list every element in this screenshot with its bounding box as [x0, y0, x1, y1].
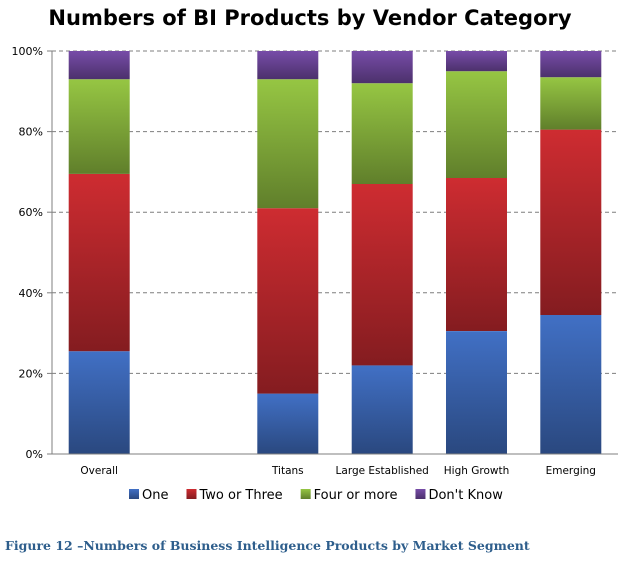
legend-item: Four or more — [300, 488, 398, 503]
chart-title: Numbers of BI Products by Vendor Categor… — [48, 6, 572, 30]
legend-label: Don't Know — [428, 488, 503, 503]
bar-segment-four-or-more — [257, 79, 319, 209]
x-category-label: Emerging — [546, 465, 596, 477]
y-tick-label: 100% — [12, 45, 43, 58]
bar-segment-four-or-more — [351, 83, 413, 184]
legend-item: Two or Three — [186, 488, 283, 503]
bar-segment-don-t-know — [351, 51, 413, 84]
legend-label: One — [142, 488, 168, 503]
bar-segment-don-t-know — [540, 51, 602, 78]
bar-segment-don-t-know — [68, 51, 130, 80]
figure-caption: Figure 12 –Numbers of Business Intellige… — [5, 538, 530, 553]
stacked-bar-chart: 0% 20% 40% 60% 80% 100% Overall Titans Large Est… — [12, 45, 618, 503]
axis-layer: 0% 20% 40% 60% 80% 100% Overall Titans Large Est… — [12, 45, 618, 477]
y-tick-label: 20% — [19, 367, 43, 380]
bar-segment-don-t-know — [257, 51, 319, 80]
bar-segment-four-or-more — [540, 77, 602, 130]
bar-segment-two-or-three — [351, 184, 413, 366]
bar-layer — [68, 51, 602, 454]
bar-segment-one — [257, 393, 319, 454]
bar-segment-don-t-know — [446, 51, 507, 72]
bar-segment-four-or-more — [446, 71, 507, 178]
bar-segment-four-or-more — [68, 79, 130, 174]
legend-swatch — [129, 489, 139, 499]
bar-segment-two-or-three — [540, 129, 602, 315]
bar-segment-two-or-three — [68, 173, 130, 352]
bar-segment-two-or-three — [446, 177, 507, 331]
grid-layer — [52, 50, 618, 374]
legend-swatch — [300, 489, 311, 499]
bar-segment-two-or-three — [257, 208, 319, 394]
legend-item: One — [129, 488, 168, 503]
legend-swatch — [415, 489, 426, 499]
legend-label: Four or more — [314, 488, 398, 503]
y-tick-label: 40% — [19, 287, 43, 300]
y-tick-label: 0% — [26, 448, 43, 461]
x-category-label: High Growth — [444, 465, 509, 477]
y-tick-label: 60% — [19, 206, 43, 219]
x-category-label: Large Established — [336, 465, 429, 477]
legend: One Two or Three Four or more Don't Know — [129, 488, 503, 503]
x-category-label: Titans — [271, 465, 304, 477]
bar-segment-one — [68, 351, 130, 454]
x-category-label: Overall — [80, 465, 118, 477]
legend-swatch — [186, 489, 197, 499]
y-tick-label: 80% — [19, 126, 43, 139]
bar-segment-one — [540, 315, 602, 454]
bar-segment-one — [446, 331, 507, 454]
legend-item: Don't Know — [415, 488, 503, 503]
legend-label: Two or Three — [198, 488, 282, 503]
bar-segment-one — [351, 365, 413, 454]
